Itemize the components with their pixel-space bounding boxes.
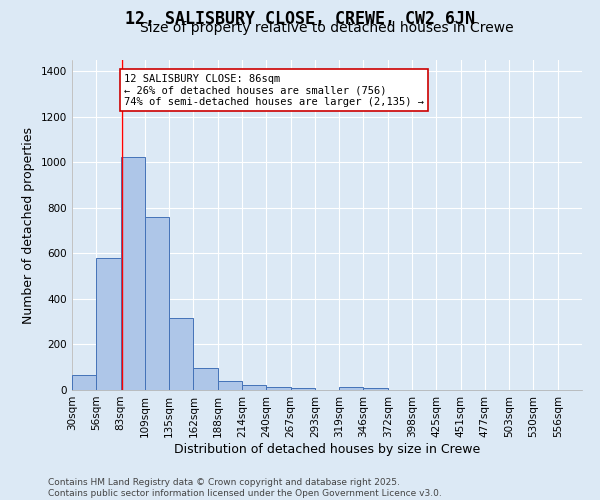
Bar (72, 375, 96, 390)
Bar (96, 258, 121, 390)
Text: 12 SALISBURY CLOSE: 86sqm
← 26% of detached houses are smaller (756)
74% of semi: 12 SALISBURY CLOSE: 86sqm ← 26% of detac… (124, 74, 424, 107)
Bar (242, 385, 266, 390)
Bar (266, 386, 290, 390)
Bar (121, 156, 145, 390)
Text: Contains HM Land Registry data © Crown copyright and database right 2025.
Contai: Contains HM Land Registry data © Crown c… (48, 478, 442, 498)
Bar (339, 386, 364, 390)
Bar (290, 388, 315, 390)
Bar (193, 368, 218, 390)
Y-axis label: Number of detached properties: Number of detached properties (22, 126, 35, 324)
Text: 12, SALISBURY CLOSE, CREWE, CW2 6JN: 12, SALISBURY CLOSE, CREWE, CW2 6JN (125, 10, 475, 28)
Bar (145, 217, 169, 390)
X-axis label: Distribution of detached houses by size in Crewe: Distribution of detached houses by size … (174, 442, 480, 456)
Bar (218, 381, 242, 390)
Bar (364, 388, 388, 390)
Title: Size of property relative to detached houses in Crewe: Size of property relative to detached ho… (140, 21, 514, 35)
Bar (169, 318, 193, 390)
